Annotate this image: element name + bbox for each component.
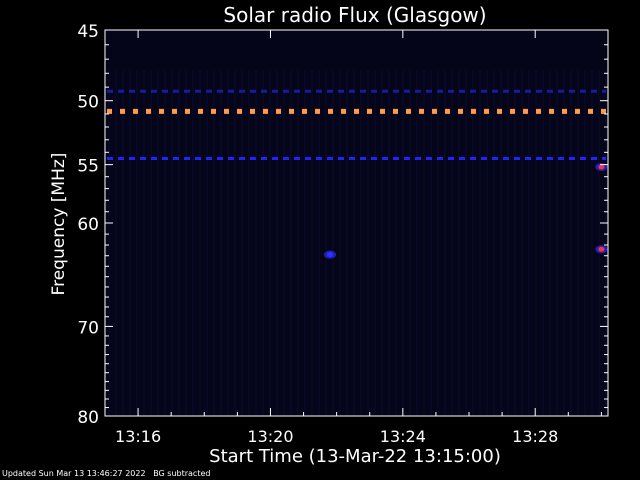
x-tick-label: 13:24 (380, 427, 426, 446)
x-tick-label: 13:20 (247, 427, 293, 446)
y-tick-label: 60 (77, 215, 99, 235)
footer: Updated Sun Mar 13 13:46:27 2022 BG subt… (2, 469, 210, 478)
x-tick-label: 13:28 (512, 427, 558, 446)
bg-note: BG subtracted (153, 469, 211, 478)
y-tick-label: 70 (77, 318, 99, 338)
hotspot (598, 246, 605, 252)
x-axis-label: Start Time (13-Mar-22 13:15:00) (209, 446, 501, 467)
update-timestamp: Updated Sun Mar 13 13:46:27 2022 (2, 469, 146, 478)
y-tick-label: 45 (77, 22, 99, 42)
spectrogram-area (105, 30, 608, 416)
hotspot (598, 164, 605, 170)
spectrogram-background (105, 30, 608, 416)
x-tick-label: 13:16 (115, 427, 161, 446)
y-axis: 45 50 55 60 70 80 (77, 22, 608, 428)
y-axis-label: Frequency [MHz] (49, 153, 69, 296)
y-tick-label: 80 (77, 408, 99, 428)
y-tick-label: 55 (77, 157, 99, 177)
hotspot (327, 252, 334, 258)
chart-title: Solar radio Flux (Glasgow) (223, 3, 486, 27)
y-tick-label: 50 (77, 93, 99, 113)
x-axis: 13:16 13:20 13:24 13:28 (104, 30, 602, 446)
